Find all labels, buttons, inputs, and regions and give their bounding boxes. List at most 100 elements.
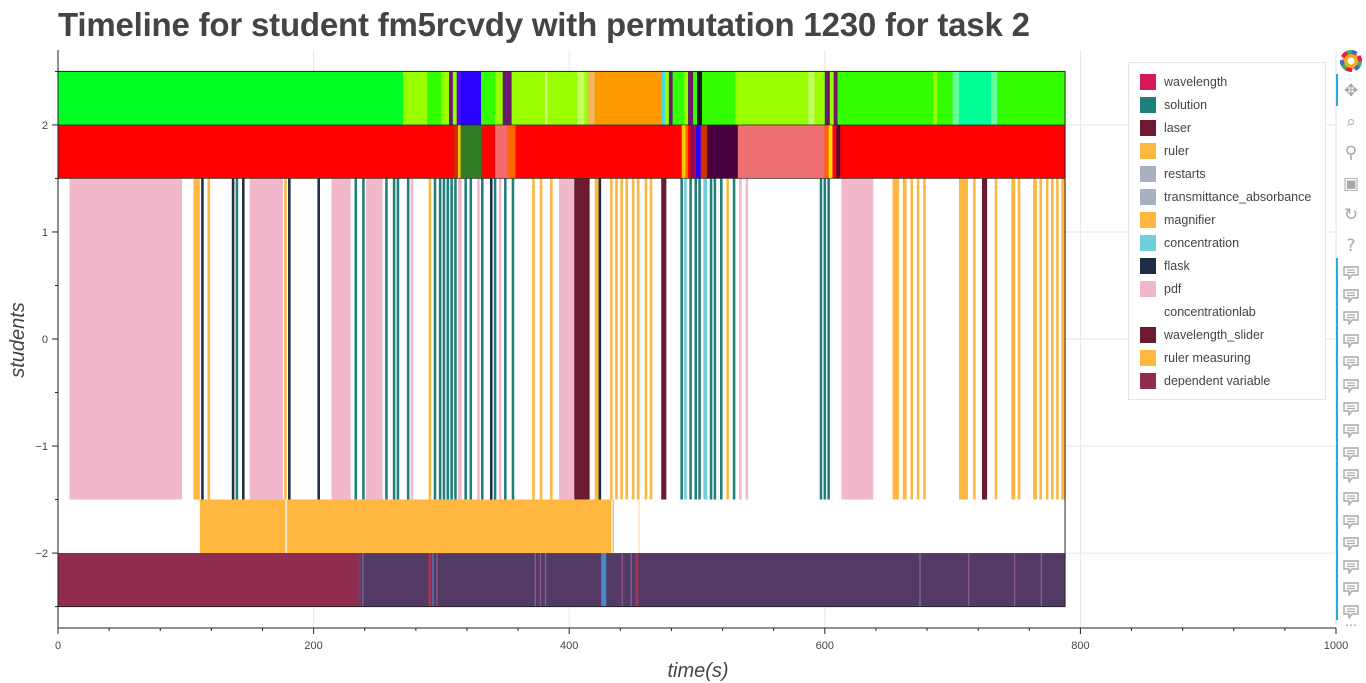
timeline-segment — [235, 178, 239, 500]
red-band-background — [58, 124, 1066, 179]
legend-item[interactable]: concentrationlab — [1140, 300, 1256, 323]
timeline-segment — [713, 178, 717, 500]
hover-tool-icon[interactable] — [1340, 285, 1362, 307]
legend-item[interactable]: wavelength — [1140, 70, 1227, 93]
bokeh-logo-icon[interactable] — [1340, 50, 1362, 72]
hover-tool-icon[interactable] — [1340, 578, 1362, 600]
active-tool-indicator — [1336, 258, 1338, 620]
timeline-segment — [688, 71, 694, 125]
timeline-segment — [502, 71, 512, 125]
timeline-segment — [620, 178, 623, 500]
toolbar: ✥ ⌕ ⚲ ▣ ↻? ⋯ — [1336, 46, 1366, 636]
hover-tool-icon[interactable] — [1340, 533, 1362, 555]
hover-tool-icon[interactable] — [1340, 511, 1362, 533]
help-icon[interactable]: ? — [1346, 236, 1356, 256]
timeline-segment — [923, 178, 926, 500]
legend-item[interactable]: ruler — [1140, 139, 1189, 162]
timeline-segment — [702, 71, 736, 125]
more-tools-icon[interactable]: ⋯ — [1345, 618, 1357, 632]
activity-band — [58, 178, 1066, 500]
pan-icon[interactable]: ✥ — [1343, 81, 1359, 101]
timeline-segment — [902, 178, 907, 500]
axes: 0 200 400 600 800 1000 −2 −1 0 1 2 — [35, 50, 1348, 652]
hover-tool-icon[interactable] — [1340, 443, 1362, 465]
legend-item[interactable]: laser — [1140, 116, 1191, 139]
legend-item[interactable]: wavelength_slider — [1140, 323, 1264, 346]
reset-icon[interactable]: ↻ — [1343, 205, 1359, 225]
legend-item[interactable]: flask — [1140, 254, 1190, 277]
timeline-segment — [1033, 178, 1037, 500]
hover-tool-icon[interactable] — [1340, 262, 1362, 284]
timeline-segment — [454, 124, 459, 179]
hover-tool-icon[interactable] — [1340, 330, 1362, 352]
hover-tool-icon[interactable] — [1340, 465, 1362, 487]
timeline-segment — [625, 178, 628, 500]
timeline-segment — [362, 178, 365, 500]
timeline-segment — [438, 178, 442, 500]
hover-tool-icon[interactable] — [1340, 488, 1362, 510]
timeline-segment — [631, 178, 635, 500]
legend-item[interactable]: dependent variable — [1140, 369, 1270, 392]
timeline-segment — [452, 71, 457, 125]
green-band — [58, 71, 1066, 125]
timeline-segment — [698, 178, 701, 500]
legend-swatch — [1140, 73, 1156, 90]
timeline-segment — [661, 178, 667, 500]
timeline-segment — [837, 71, 934, 125]
legend-item[interactable]: concentration — [1140, 231, 1239, 254]
hover-tool-icon[interactable] — [1340, 420, 1362, 442]
legend-item[interactable]: ruler measuring — [1140, 346, 1251, 369]
hover-tool-icon[interactable] — [1340, 601, 1362, 623]
timeline-segment — [584, 71, 589, 125]
timeline-segment — [365, 178, 383, 500]
timeline-segment — [997, 71, 1066, 125]
hover-tool-icon[interactable] — [1340, 398, 1362, 420]
timeline-segment — [458, 124, 461, 179]
legend-item[interactable]: solution — [1140, 93, 1207, 116]
timeline-segment — [441, 71, 450, 125]
timeline-segment — [392, 178, 396, 500]
timeline-segment — [396, 178, 400, 500]
timeline-segment — [709, 178, 713, 500]
timeline-segment — [726, 178, 729, 500]
x-tick-label: 600 — [816, 640, 834, 652]
timeline-segment — [433, 178, 437, 500]
timeline-segment — [958, 178, 968, 500]
legend-label: solution — [1164, 97, 1208, 112]
hover-tool-icon[interactable] — [1340, 352, 1362, 374]
timeline-segment — [981, 178, 988, 500]
hover-tool-icon[interactable] — [1340, 375, 1362, 397]
legend-swatch — [1140, 280, 1156, 297]
timeline-segment — [436, 553, 438, 607]
timeline-segment — [460, 124, 483, 179]
timeline-segment — [594, 71, 662, 125]
legend-item[interactable]: magnifier — [1140, 208, 1215, 231]
timeline-segment — [544, 71, 548, 125]
timeline-segment — [442, 178, 446, 500]
timeline-segment — [199, 499, 286, 554]
legend-label: ruler — [1164, 143, 1190, 158]
timeline-segment — [288, 178, 291, 500]
x-tick-label: 800 — [1071, 640, 1089, 652]
timeline-segment — [610, 178, 613, 500]
hover-tool-icon[interactable] — [1340, 556, 1362, 578]
legend-swatch — [1140, 211, 1156, 228]
timeline-segment — [958, 71, 991, 125]
legend-item[interactable]: transmittance_absorbance — [1140, 185, 1311, 208]
timeline-segment — [829, 71, 834, 125]
save-icon[interactable]: ▣ — [1342, 174, 1360, 194]
timeline-segment — [737, 124, 825, 179]
legend-item[interactable]: pdf — [1140, 277, 1181, 300]
x-tick-label: 200 — [304, 640, 322, 652]
timeline-segment — [511, 71, 545, 125]
legend-item[interactable]: restarts — [1140, 162, 1206, 185]
timeline-segment — [456, 71, 461, 125]
timeline-segment — [574, 178, 590, 500]
wheel-zoom-icon[interactable]: ⚲ — [1344, 143, 1358, 163]
box-zoom-icon[interactable]: ⌕ — [1346, 112, 1356, 132]
timeline-segment — [362, 553, 364, 607]
timeline-segment — [635, 553, 639, 607]
hover-tool-icon[interactable] — [1340, 307, 1362, 329]
timeline-segment — [638, 499, 640, 554]
